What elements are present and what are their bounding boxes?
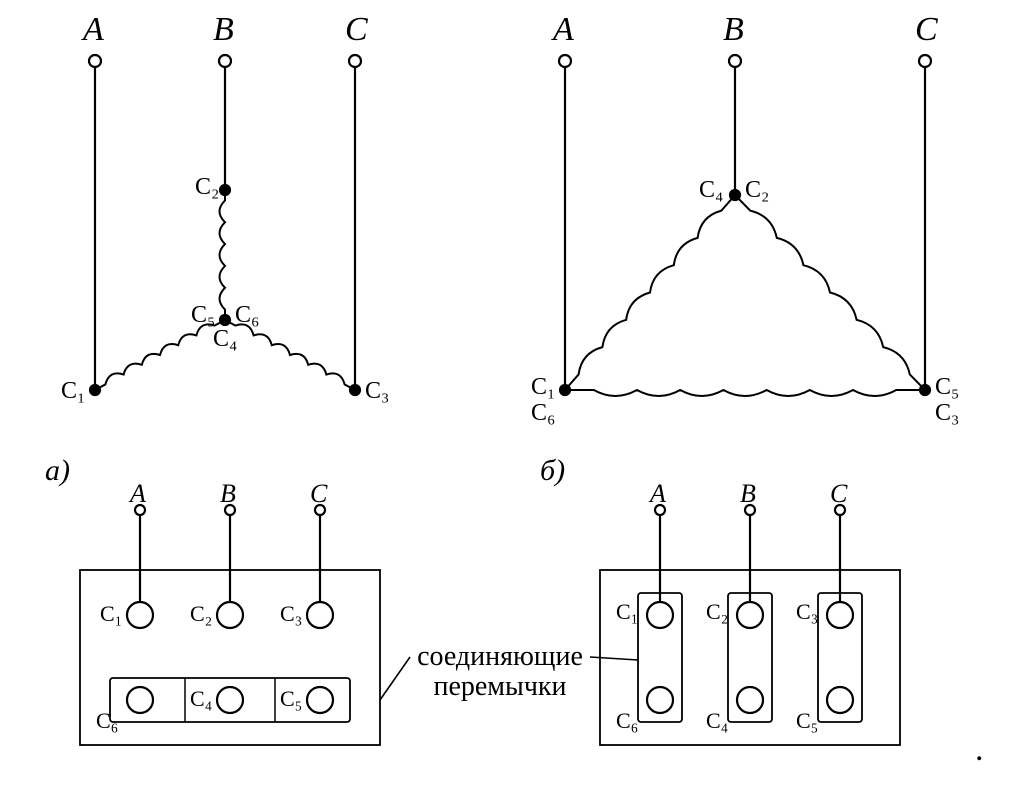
term-c2: C₂ bbox=[195, 174, 219, 200]
box-a-phase-2: C bbox=[310, 479, 328, 508]
leader-left bbox=[380, 657, 410, 700]
terminal-c2 bbox=[919, 55, 931, 67]
box-b-bot-1 bbox=[737, 687, 763, 713]
terminal-a2 bbox=[559, 55, 571, 67]
box-a-bot-label-2: C₅ bbox=[280, 686, 302, 711]
trailing-period: . bbox=[975, 731, 984, 768]
box-a-bot-0 bbox=[127, 687, 153, 713]
leader-right bbox=[590, 657, 638, 660]
fig-label-b: б) bbox=[540, 454, 565, 487]
winding-a bbox=[95, 320, 225, 390]
term-c1b: C₁ bbox=[531, 374, 555, 400]
winding-b bbox=[220, 190, 226, 320]
box-a-bot-2 bbox=[307, 687, 333, 713]
box-a-top-label-1: C₂ bbox=[190, 601, 212, 626]
box-a-top-0 bbox=[127, 602, 153, 628]
term-c3: C₃ bbox=[365, 378, 389, 404]
phase-label-a2: A bbox=[551, 11, 574, 48]
box-b-top-0 bbox=[647, 602, 673, 628]
phase-label-a: A bbox=[81, 11, 104, 48]
box-a-top-2 bbox=[307, 602, 333, 628]
box-a-lead-1 bbox=[225, 505, 235, 515]
phase-label-c2: C bbox=[915, 11, 938, 48]
terminal-b2 bbox=[729, 55, 741, 67]
phase-label-c: C bbox=[345, 11, 368, 48]
box-b-bot-label-2: C₅ bbox=[796, 708, 818, 733]
fig-label-a: а) bbox=[45, 454, 70, 487]
box-b-top-2 bbox=[827, 602, 853, 628]
winding-left bbox=[565, 195, 735, 390]
box-a-phase-1: B bbox=[220, 479, 236, 508]
box-a-phase-0: A bbox=[128, 479, 146, 508]
winding-base bbox=[565, 390, 925, 396]
box-b-lead-0 bbox=[655, 505, 665, 515]
box-a-bot-1 bbox=[217, 687, 243, 713]
box-b-phase-2: C bbox=[830, 479, 848, 508]
box-a-top-label-2: C₃ bbox=[280, 601, 302, 626]
box-b-top-label-2: C₃ bbox=[796, 599, 818, 624]
box-b-top-label-1: C₂ bbox=[706, 599, 728, 624]
box-b-top-label-0: C₁ bbox=[616, 599, 638, 624]
phase-label-b: B bbox=[213, 11, 234, 48]
winding-right bbox=[735, 195, 925, 390]
node-c1 bbox=[90, 385, 100, 395]
caption-line2: перемычки bbox=[433, 671, 566, 702]
box-a-lead-2 bbox=[315, 505, 325, 515]
box-b-top-1 bbox=[737, 602, 763, 628]
node-c3 bbox=[350, 385, 360, 395]
box-b-bot-label-0: C₆ bbox=[616, 708, 638, 733]
terminal-a bbox=[89, 55, 101, 67]
term-c2b: C₂ bbox=[745, 177, 769, 203]
term-c4: C₄ bbox=[213, 326, 237, 352]
box-a-top-label-0: C₁ bbox=[100, 601, 122, 626]
terminal-b bbox=[219, 55, 231, 67]
box-b-lead-2 bbox=[835, 505, 845, 515]
box-b-phase-0: A bbox=[648, 479, 666, 508]
term-c1: C₁ bbox=[61, 378, 85, 404]
box-b-phase-1: B bbox=[740, 479, 756, 508]
term-c5b: C₅ bbox=[935, 374, 959, 400]
phase-label-b2: B bbox=[723, 11, 744, 48]
term-c6b: C₆ bbox=[531, 400, 555, 426]
term-c3b: C₃ bbox=[935, 400, 959, 426]
box-a-bot-label-1: C₄ bbox=[190, 686, 212, 711]
terminal-c bbox=[349, 55, 361, 67]
box-a-bot-label-0: C₆ bbox=[96, 708, 118, 733]
box-b-lead-1 bbox=[745, 505, 755, 515]
winding-c bbox=[225, 320, 355, 390]
box-b-bot-2 bbox=[827, 687, 853, 713]
box-b-bot-0 bbox=[647, 687, 673, 713]
caption-line1: соединяющие bbox=[417, 641, 583, 672]
box-b-bot-label-1: C₄ bbox=[706, 708, 728, 733]
box-a-top-1 bbox=[217, 602, 243, 628]
box-a-lead-0 bbox=[135, 505, 145, 515]
term-c4b: C₄ bbox=[699, 177, 723, 203]
